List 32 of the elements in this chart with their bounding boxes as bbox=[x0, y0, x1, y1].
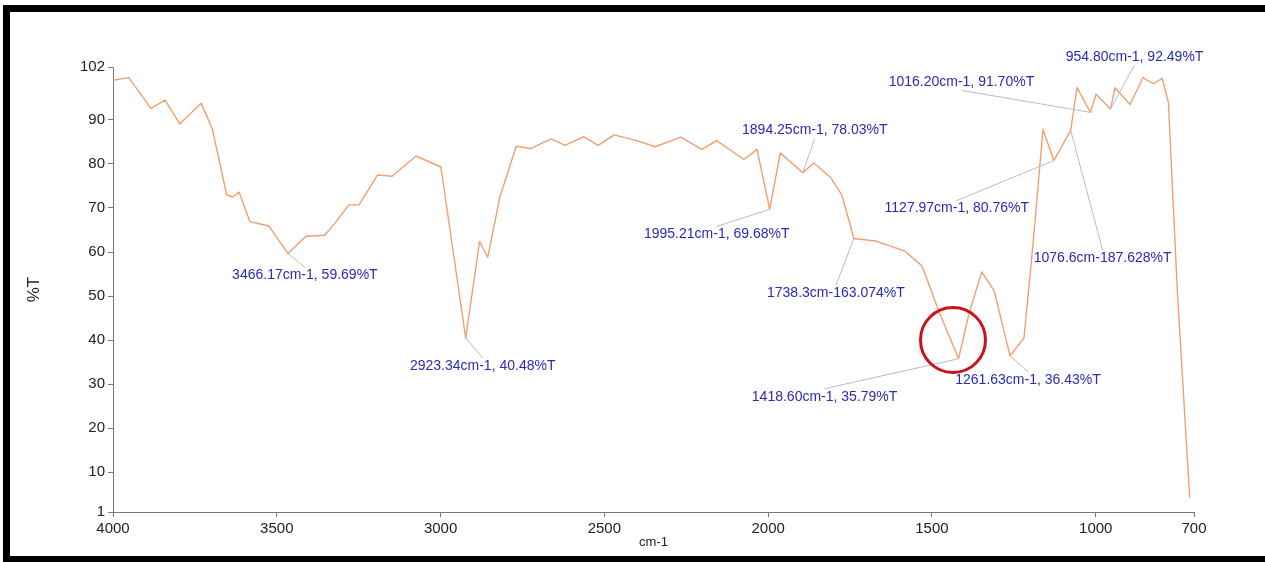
x-tick-label: 1500 bbox=[915, 519, 949, 537]
x-tick-label: 3500 bbox=[260, 519, 294, 537]
y-tick-label: 40 bbox=[88, 330, 105, 348]
annotation: 954.80cm-1, 92.49%T bbox=[1065, 47, 1204, 64]
y-tick-label: 70 bbox=[88, 198, 105, 216]
x-tick-label: 2000 bbox=[751, 519, 785, 537]
y-tick-label: 50 bbox=[88, 286, 105, 304]
annotation: 1076.6cm-187.628%T bbox=[1033, 249, 1172, 266]
x-tick-label: 2500 bbox=[587, 519, 622, 537]
y-tick-label: 80 bbox=[88, 154, 105, 172]
annotation: 2923.34cm-1, 40.48%T bbox=[409, 356, 556, 373]
y-tick-label: 60 bbox=[88, 242, 105, 260]
x-tick-label: 3000 bbox=[423, 519, 458, 537]
x-tick-label: 700 bbox=[1181, 519, 1207, 537]
annotation: 1127.97cm-1, 80.76%T bbox=[884, 199, 1030, 216]
x-tick-label: 4000 bbox=[96, 519, 130, 537]
y-axis-title: %T bbox=[23, 276, 43, 303]
y-tick-label: 1 bbox=[96, 502, 105, 520]
annotation: 1995.21cm-1, 69.68%T bbox=[643, 225, 790, 242]
annotation: 1738.3cm-163.074%T bbox=[767, 284, 906, 301]
annotation: 3466.17cm-1, 59.69%T bbox=[232, 266, 379, 283]
y-tick-label: 10 bbox=[88, 462, 105, 480]
annotation: 1894.25cm-1, 78.03%T bbox=[742, 121, 889, 138]
y-tick-label: 90 bbox=[88, 110, 105, 128]
annotation: 1016.20cm-1, 91.70%T bbox=[888, 73, 1035, 90]
y-tick-label: 20 bbox=[88, 418, 105, 436]
y-tick-label: 102 bbox=[79, 57, 105, 75]
y-tick-label: 30 bbox=[88, 374, 105, 392]
annotation: 1261.63cm-1, 36.43%T bbox=[955, 370, 1102, 387]
annotation: 1418.60cm-1, 35.79%T bbox=[751, 387, 898, 404]
x-tick-label: 1000 bbox=[1079, 519, 1113, 537]
x-axis-title: cm-1 bbox=[639, 533, 668, 549]
